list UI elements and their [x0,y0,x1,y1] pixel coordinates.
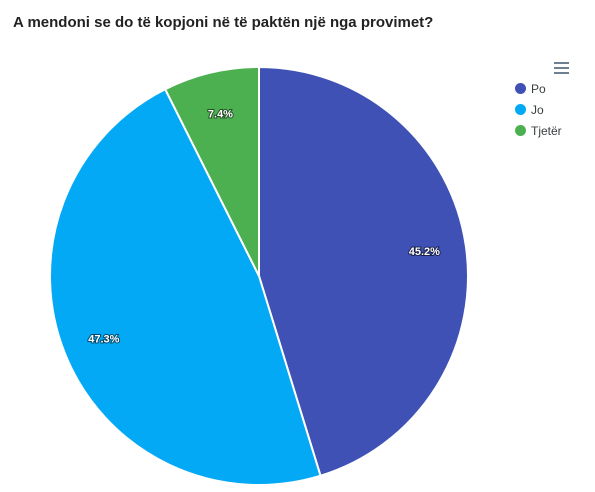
legend-marker [515,125,526,136]
legend-item-po[interactable]: Po [515,78,562,99]
chart-legend: Po Jo Tjetër [515,78,562,141]
slice-label-po: 45.2% [409,246,440,258]
legend-label: Jo [531,102,544,117]
pie-slice-jo[interactable] [49,87,322,486]
slice-label-jo: 47.3% [88,333,119,345]
legend-marker [515,83,526,94]
legend-label: Po [531,81,546,96]
pie-slice-tjetër[interactable] [163,65,260,277]
menu-icon[interactable] [552,60,572,76]
pie-slice-po[interactable] [258,65,469,477]
legend-item-jo[interactable]: Jo [515,99,562,120]
legend-item-tjetër[interactable]: Tjetër [515,120,562,141]
legend-label: Tjetër [531,123,562,138]
slice-label-tjetër: 7.4% [208,108,233,120]
chart-title: A mendoni se do të kopjoni në të paktën … [13,14,434,31]
legend-marker [515,104,526,115]
